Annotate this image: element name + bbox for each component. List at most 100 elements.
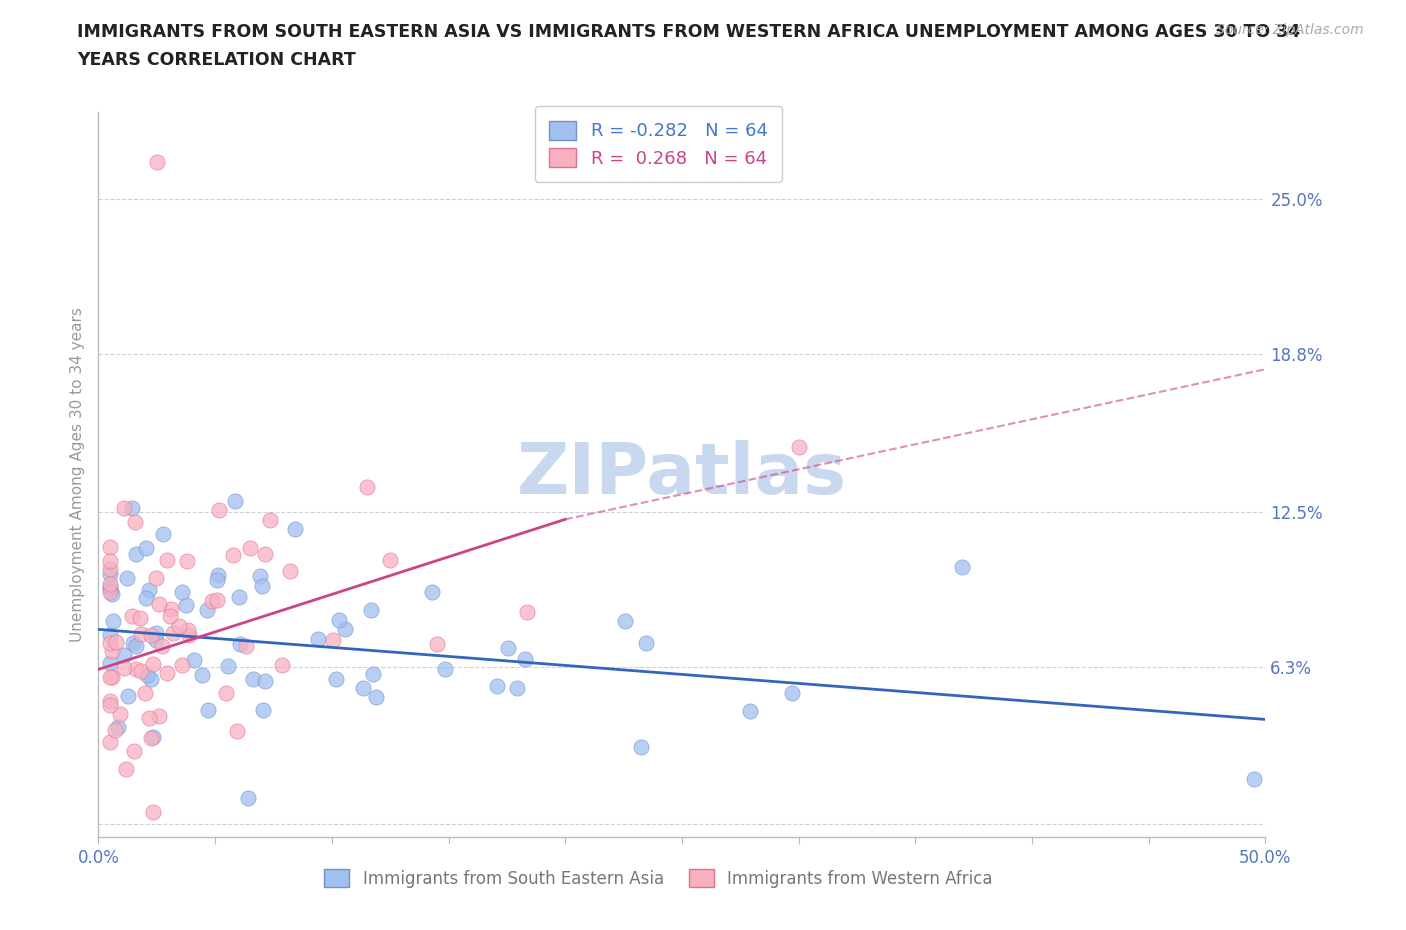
Point (207, 567, 229, 582)
Point (129, 664, 152, 679)
Point (634, 635, 657, 650)
Point (630, 739, 652, 754)
Legend: Immigrants from South Eastern Asia, Immigrants from Western Africa: Immigrants from South Eastern Asia, Immi… (311, 856, 1007, 901)
Point (224, 494, 246, 509)
Point (98, 579, 121, 594)
Point (1243, 772, 1265, 787)
Point (128, 611, 150, 626)
Point (135, 591, 157, 605)
Point (167, 618, 190, 633)
Point (117, 688, 139, 703)
Point (112, 647, 135, 662)
Point (98, 566, 121, 581)
Point (145, 626, 167, 641)
Point (135, 541, 157, 556)
Point (101, 670, 124, 684)
Point (515, 651, 537, 666)
Point (103, 614, 125, 629)
Point (138, 711, 160, 725)
Point (98, 698, 121, 712)
Point (101, 644, 124, 658)
Point (177, 622, 200, 637)
Point (108, 707, 131, 722)
Point (361, 667, 384, 682)
Point (148, 596, 170, 611)
Point (249, 568, 271, 583)
Point (177, 628, 200, 643)
Point (378, 552, 401, 567)
Point (98, 562, 121, 577)
Point (356, 479, 378, 494)
Point (201, 594, 224, 609)
Point (115, 762, 138, 777)
Point (156, 553, 179, 568)
Point (284, 522, 307, 537)
Point (125, 547, 148, 562)
Point (226, 724, 249, 738)
Point (787, 439, 810, 454)
Point (335, 621, 357, 636)
Point (114, 501, 136, 516)
Text: ZIPatlas: ZIPatlas (517, 440, 846, 509)
Point (98, 670, 121, 684)
Point (259, 512, 281, 527)
Point (950, 560, 973, 575)
Point (496, 641, 519, 656)
Point (322, 632, 344, 647)
Point (228, 590, 250, 604)
Point (222, 548, 245, 563)
Point (156, 665, 179, 680)
Point (170, 658, 193, 672)
Point (170, 585, 193, 600)
Point (183, 653, 205, 668)
Y-axis label: Unemployment Among Ages 30 to 34 years: Unemployment Among Ages 30 to 34 years (69, 307, 84, 642)
Point (121, 500, 143, 515)
Point (217, 658, 239, 673)
Point (148, 709, 170, 724)
Point (207, 592, 229, 607)
Point (98, 734, 121, 749)
Point (105, 635, 128, 650)
Point (254, 673, 277, 688)
Point (124, 514, 146, 529)
Point (125, 638, 148, 653)
Point (195, 603, 218, 618)
Point (205, 573, 228, 588)
Point (98, 582, 121, 597)
Point (145, 632, 167, 647)
Point (146, 154, 169, 169)
Point (142, 657, 165, 671)
Point (328, 613, 350, 628)
Point (104, 723, 127, 737)
Point (101, 587, 124, 602)
Point (121, 635, 143, 650)
Point (121, 608, 143, 623)
Point (352, 681, 374, 696)
Point (250, 578, 273, 593)
Point (98, 539, 121, 554)
Text: IMMIGRANTS FROM SOUTH EASTERN ASIA VS IMMIGRANTS FROM WESTERN AFRICA UNEMPLOYMEN: IMMIGRANTS FROM SOUTH EASTERN ASIA VS IM… (77, 23, 1301, 41)
Point (433, 661, 456, 676)
Point (197, 702, 219, 717)
Point (242, 671, 264, 686)
Point (98, 694, 121, 709)
Point (422, 584, 444, 599)
Text: YEARS CORRELATION CHART: YEARS CORRELATION CHART (77, 51, 356, 69)
Point (100, 553, 122, 568)
Point (122, 743, 145, 758)
Point (107, 720, 129, 735)
Point (98, 584, 121, 599)
Point (176, 553, 198, 568)
Point (254, 546, 277, 561)
Point (98, 636, 121, 651)
Point (426, 637, 449, 652)
Point (138, 582, 160, 597)
Point (98, 656, 121, 671)
Point (125, 662, 148, 677)
Point (506, 681, 529, 696)
Point (141, 627, 163, 642)
Point (307, 631, 329, 646)
Point (235, 639, 257, 654)
Point (160, 601, 183, 616)
Point (270, 658, 292, 672)
